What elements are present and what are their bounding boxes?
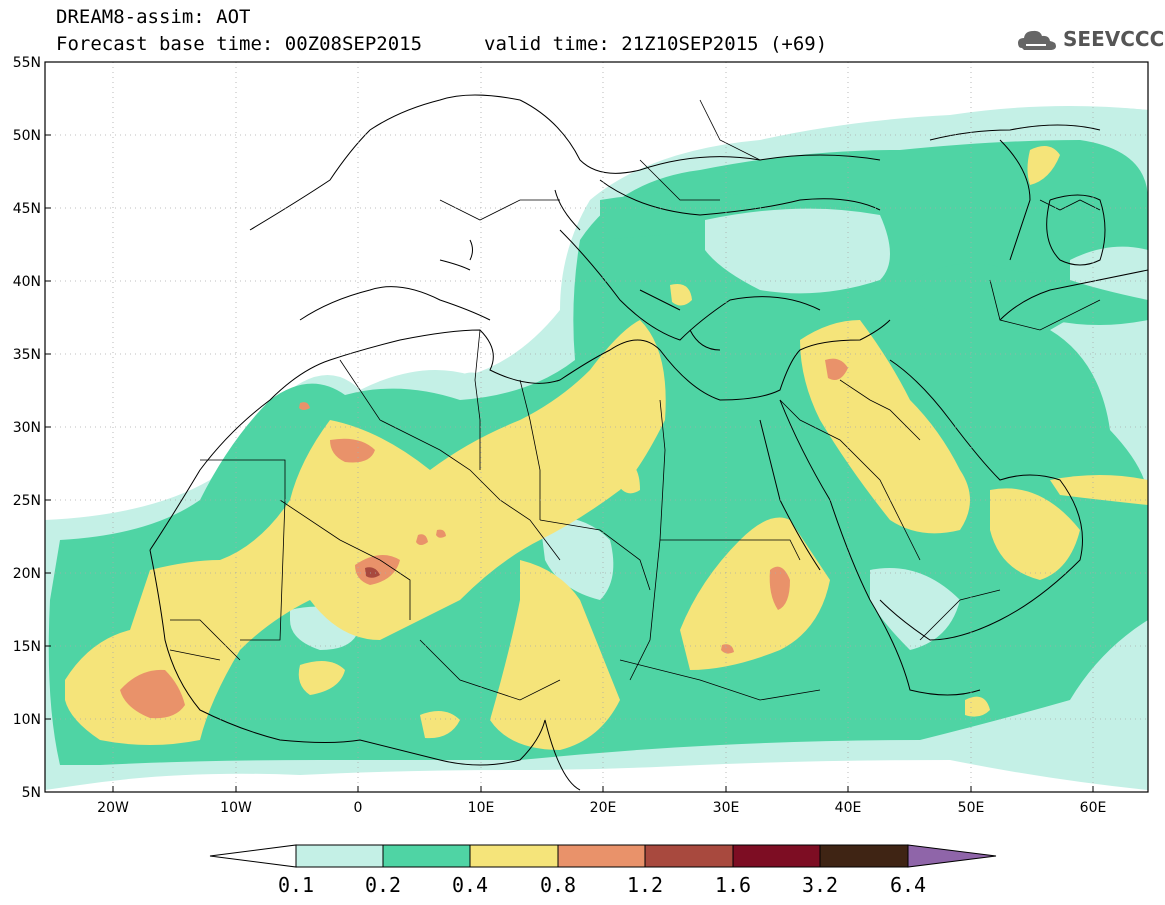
aot-band-0.1-holes (290, 208, 1148, 650)
lon-label: 10W (220, 800, 252, 816)
colorbar-label: 0.8 (540, 873, 576, 897)
lat-label: 30N (13, 420, 41, 436)
cloud-icon (1018, 30, 1056, 50)
lon-label: 10E (468, 800, 495, 816)
lon-label: 50E (958, 800, 985, 816)
lon-label: 20W (97, 800, 129, 816)
map-title: DREAM8-assim: AOT (56, 6, 251, 28)
aot-band-1.2 (365, 567, 380, 578)
colorbar-label: 1.2 (627, 873, 663, 897)
aot-band-0.8 (120, 358, 848, 719)
colorbar-label: 0.2 (365, 873, 401, 897)
colorbar-segment (819, 844, 909, 868)
lon-label: 30E (713, 800, 740, 816)
lon-label: 0 (354, 800, 363, 816)
logo-text: SEEVCCC (1063, 27, 1165, 51)
colorbar-segment (732, 844, 821, 868)
colorbar-segment (644, 844, 734, 868)
lat-label: 25N (13, 493, 41, 509)
lat-label: 10N (13, 712, 41, 728)
lat-axis: 55N 50N 45N 40N 35N 30N 25N 20N 15N 10N … (13, 55, 51, 801)
base-time: Forecast base time: 00Z08SEP2015 (56, 33, 423, 55)
aot-field (45, 106, 1148, 790)
colorbar-label: 3.2 (802, 873, 838, 897)
lat-label: 45N (13, 201, 41, 217)
lat-label: 5N (22, 785, 41, 801)
colorbar-segment (469, 844, 559, 868)
coastlines (149, 94, 1148, 791)
colorbar-label: 6.4 (890, 873, 926, 897)
colorbar-segment (382, 844, 471, 868)
lat-label: 15N (13, 639, 41, 655)
lat-label: 35N (13, 347, 41, 363)
graticule (45, 62, 1148, 792)
colorbar-label: 1.6 (715, 873, 751, 897)
valid-time: valid time: 21Z10SEP2015 (+69) (484, 33, 828, 55)
colorbar-label: 0.1 (278, 873, 314, 897)
colorbar-arrow-high (907, 844, 997, 868)
colorbar: 0.1 0.2 0.4 0.8 1.2 1.6 3.2 6.4 (209, 844, 997, 897)
lat-label: 40N (13, 274, 41, 290)
lon-label: 20E (590, 800, 617, 816)
lat-label: 50N (13, 128, 41, 144)
borders (169, 99, 1101, 701)
lat-label: 55N (13, 55, 41, 71)
colorbar-segment (295, 844, 384, 868)
lat-label: 20N (13, 566, 41, 582)
colorbar-segment (557, 844, 646, 868)
colorbar-arrow-low (209, 844, 297, 868)
lon-axis: 20W 10W 0 10E 20E 30E 40E 50E 60E (97, 786, 1106, 816)
lon-label: 60E (1080, 800, 1107, 816)
colorbar-label: 0.4 (452, 873, 488, 897)
lon-label: 40E (835, 800, 862, 816)
